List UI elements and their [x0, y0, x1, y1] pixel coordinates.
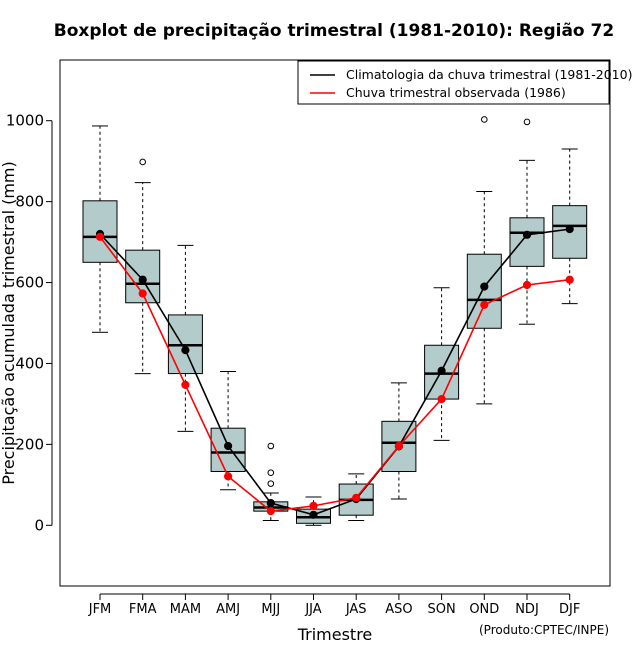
x-axis: JFM FMA MAM AMJ MJJ JJA JAS ASO SON OND NDJ DJF [88, 593, 580, 617]
chart-title: Boxplot de precipitação trimestral (1981… [54, 21, 614, 41]
series-point-observada-MJJ [266, 507, 275, 516]
box-NDJ [509, 118, 545, 325]
series-point-observada-MAM [181, 380, 190, 390]
boxes-group [82, 116, 588, 526]
outlier-OND-0 [481, 116, 488, 123]
legend-box [297, 60, 610, 105]
credit-text: (Produto:CPTEC/INPE) [479, 623, 609, 637]
box-AMJ [210, 371, 246, 491]
series-point-climatologia-DJF [565, 225, 574, 234]
x-tick-label-ASO: ASO [385, 602, 412, 617]
legend-label-observada: Chuva trimestral observada (1986) [346, 85, 566, 100]
outlier-MJJ-1 [267, 469, 275, 477]
series-line-observada [99, 236, 570, 512]
box-SON [424, 287, 460, 441]
series-line-climatologia [99, 228, 570, 516]
x-tick-label-JAS: JAS [345, 602, 367, 617]
y-tick-label-600: 600 [15, 274, 44, 292]
legend-label-climatologia: Climatologia da chuva trimestral (1981-2… [346, 67, 632, 82]
series-point-climatologia-SON [437, 366, 446, 375]
x-tick-label-FMA: FMA [129, 602, 157, 617]
series-point-observada-JJA [309, 501, 318, 510]
y-tick-label-200: 200 [15, 435, 44, 453]
series-point-climatologia-FMA [138, 275, 147, 284]
series-point-observada-DJF [565, 275, 574, 284]
box-body-OND [466, 253, 502, 329]
series-point-observada-ASO [394, 441, 403, 451]
box-JFM [82, 125, 118, 333]
y-axis-label: Precipitação acumulada trimestral (mm) [0, 161, 18, 485]
plot-frame [59, 59, 611, 587]
outlier-NDJ-0 [523, 118, 531, 126]
x-tick-label-OND: OND [469, 602, 499, 617]
legend: Climatologia da chuva trimestral (1981-2… [297, 60, 632, 105]
x-tick-label-DJF: DJF [559, 602, 580, 617]
series-point-observada-JFM [95, 232, 105, 241]
series-point-climatologia-AMJ [224, 441, 233, 451]
x-tick-label-MAM: MAM [170, 602, 201, 617]
x-tick-label-NDJ: NDJ [515, 602, 539, 617]
series-point-observada-AMJ [224, 472, 233, 481]
x-tick-label-SON: SON [427, 602, 455, 617]
outlier-MJJ-2 [267, 442, 275, 450]
y-tick-label-0: 0 [34, 516, 44, 534]
y-tick-label-400: 400 [15, 354, 44, 372]
box-ASO [381, 382, 417, 500]
series-lines-group [95, 225, 574, 519]
series-point-observada-FMA [138, 289, 147, 298]
x-tick-label-JFM: JFM [88, 602, 112, 617]
y-tick-label-1000: 1000 [6, 112, 44, 130]
y-tick-label-800: 800 [15, 193, 44, 211]
series-point-climatologia-OND [480, 282, 489, 291]
series-point-observada-JAS [352, 493, 361, 502]
series-point-observada-SON [437, 394, 446, 404]
x-tick-label-JJA: JJA [304, 602, 321, 617]
x-tick-label-AMJ: AMJ [216, 602, 240, 617]
series-point-observada-OND [480, 300, 489, 309]
x-axis-label: Trimestre [297, 625, 373, 644]
outlier-MJJ-0 [267, 480, 275, 487]
box-MAM [167, 244, 203, 432]
outlier-FMA-0 [139, 158, 146, 166]
box-OND [466, 116, 502, 405]
series-point-observada-NDJ [522, 280, 532, 290]
series-point-climatologia-MJJ [266, 498, 275, 508]
y-axis: 0 200 400 600 800 1000 [6, 112, 53, 534]
series-point-climatologia-MAM [181, 346, 190, 355]
series-point-climatologia-NDJ [522, 230, 532, 239]
x-tick-label-MJJ: MJJ [261, 602, 280, 617]
box-body-NDJ [509, 217, 545, 267]
series-point-climatologia-JJA [309, 510, 318, 519]
